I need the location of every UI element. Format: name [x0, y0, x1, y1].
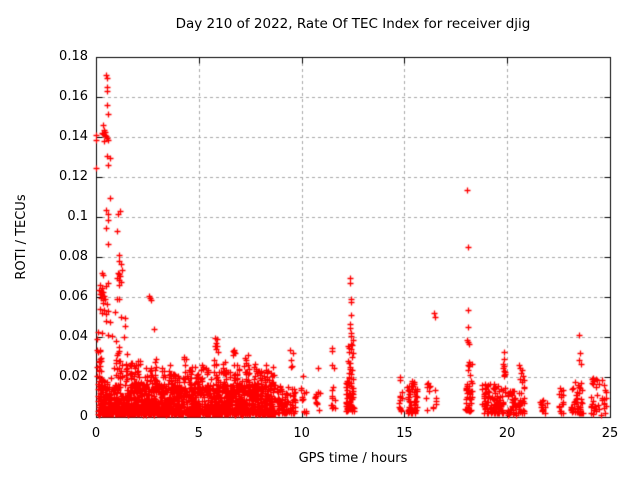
x-axis-label: GPS time / hours	[298, 451, 408, 466]
x-tick-label: 15	[396, 426, 413, 441]
y-tick-label: 0.14	[59, 129, 88, 144]
y-tick-label: 0.04	[59, 329, 88, 344]
x-tick-label: 25	[601, 426, 619, 441]
y-tick-label: 0.18	[59, 49, 88, 64]
x-tick-label: 10	[293, 426, 310, 441]
y-tick-label: 0.06	[59, 289, 88, 304]
y-tick-label: 0	[79, 409, 88, 424]
x-tick-label: 5	[194, 426, 203, 441]
y-tick-label: 0.08	[59, 249, 88, 264]
y-tick-label: 0.1	[67, 209, 88, 224]
x-tick-label: 20	[498, 426, 516, 441]
x-tick-label: 0	[91, 426, 101, 441]
y-tick-label: 0.16	[59, 89, 88, 104]
y-tick-label: 0.02	[59, 369, 88, 384]
y-tick-label: 0.12	[59, 169, 88, 184]
chart-title: Day 210 of 2022, Rate Of TEC Index for r…	[175, 16, 531, 32]
